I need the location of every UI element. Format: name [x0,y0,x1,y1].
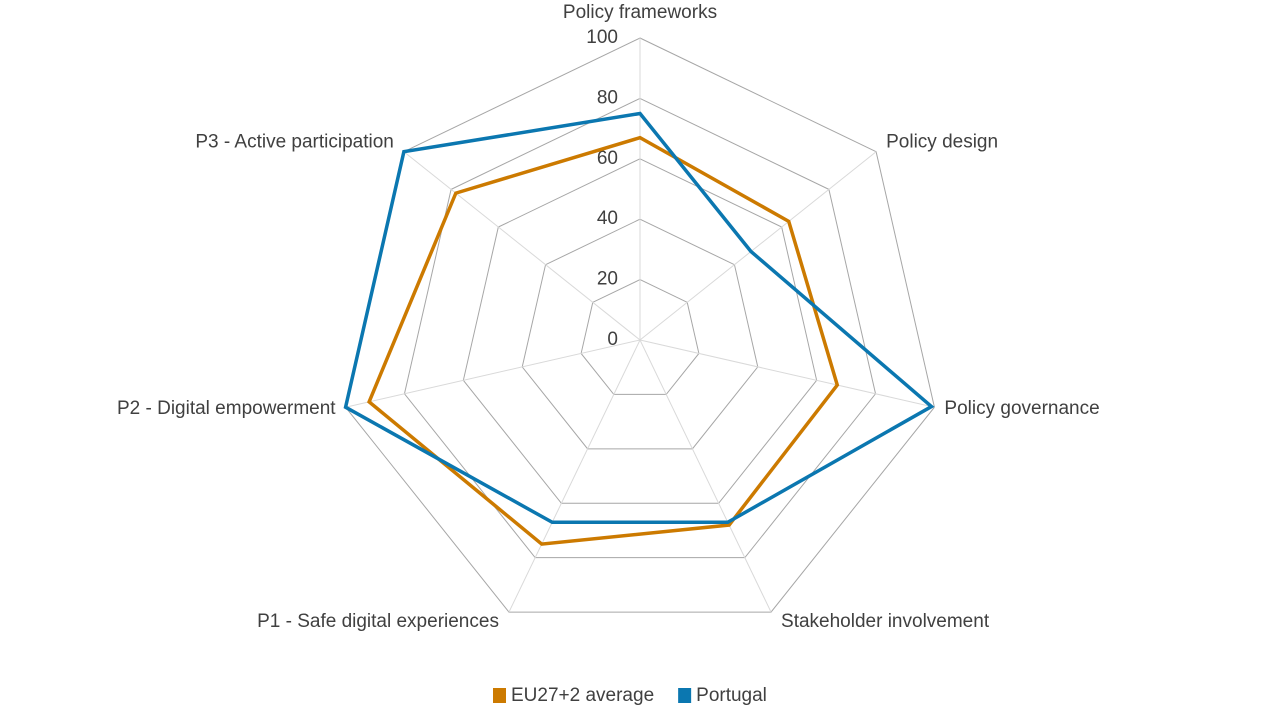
legend-label: EU27+2 average [511,685,654,706]
axis-spoke [639,339,935,408]
axis-spoke [345,339,641,408]
legend-swatch [493,688,506,703]
category-label: Stakeholder involvement [781,611,990,632]
legend: EU27+2 average Portugal [493,685,767,706]
category-label: Policy governance [944,398,1099,419]
category-label: P3 - Active participation [195,132,394,153]
category-label: P1 - Safe digital experiences [257,611,499,632]
series-line [343,111,935,525]
axis-spoke [639,339,772,613]
y-tick-label: 40 [597,208,618,229]
axis-spoke [403,151,641,341]
axis-spoke [639,151,877,341]
legend-swatch [678,688,692,703]
y-tick-label: 100 [586,27,618,48]
category-label: P2 - Digital empowerment [117,398,336,419]
legend-label: Portugal [696,685,767,706]
category-label: Policy frameworks [563,2,717,23]
axis-spoke [508,339,641,613]
grid-ring [580,279,700,395]
grid-ring [462,158,818,504]
y-tick-label: 60 [597,148,618,169]
y-tick-label: 80 [597,87,618,108]
category-label: Policy design [886,132,998,153]
grid-ring [521,218,759,450]
y-tick-label: 20 [597,269,618,290]
y-tick-label: 0 [607,329,618,350]
series-line [367,135,840,546]
